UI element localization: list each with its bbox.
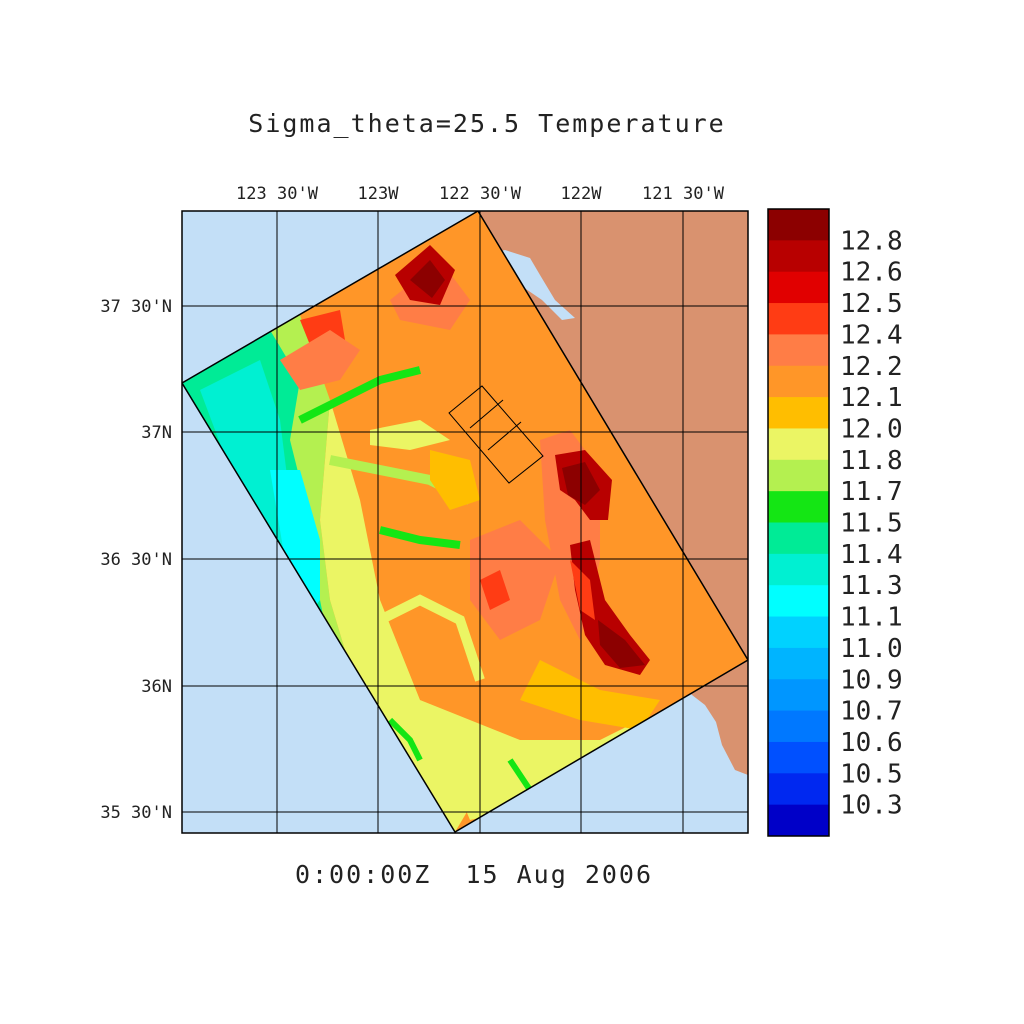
colorbar-swatch	[768, 303, 829, 335]
lon-label: 121 30'W	[642, 184, 725, 204]
map-frame	[181, 210, 749, 834]
colorbar-swatch	[768, 271, 829, 304]
colorbar-tick-label: 11.0	[840, 634, 903, 664]
lon-label: 122 30'W	[439, 184, 522, 204]
lat-label: 37 30'N	[100, 297, 172, 317]
colorbar-swatch	[768, 459, 829, 492]
colorbar-tick-label: 10.7	[840, 697, 903, 727]
lon-label: 122W	[561, 184, 603, 204]
colorbar-tick-label: 12.4	[840, 320, 903, 350]
colorbar-tick-label: 12.6	[840, 258, 903, 288]
colorbar-swatch	[768, 334, 829, 367]
colorbar-tick-label: 12.2	[840, 352, 903, 382]
lat-label: 36N	[141, 677, 172, 697]
colorbar-tick-label: 11.4	[840, 540, 903, 570]
lat-label: 36 30'N	[100, 550, 172, 570]
colorbar-swatch	[768, 585, 829, 618]
colorbar-tick-label: 10.9	[840, 665, 903, 695]
colorbar-tick-label: 10.5	[840, 759, 903, 789]
colorbar-tick-label: 11.8	[840, 446, 903, 476]
colorbar-swatch	[768, 209, 829, 241]
lon-label: 123 30'W	[236, 184, 319, 204]
colorbar-swatch	[768, 397, 829, 429]
colorbar-tick-label: 11.3	[840, 571, 903, 601]
colorbar-tick-label: 11.5	[840, 509, 903, 539]
timestamp: 0:00:00Z 15 Aug 2006	[295, 860, 653, 889]
colorbar-swatch	[768, 553, 829, 586]
colorbar: 12.812.612.512.412.212.112.011.811.711.5…	[767, 208, 903, 837]
lon-label: 123W	[358, 184, 400, 204]
lat-label: 35 30'N	[100, 803, 172, 823]
colorbar-swatch	[768, 710, 829, 743]
map-title: Sigma_theta=25.5 Temperature	[248, 109, 725, 138]
lat-label: 37N	[141, 423, 172, 443]
colorbar-frame	[767, 208, 830, 837]
colorbar-swatch	[768, 491, 829, 523]
colorbar-swatch	[768, 522, 829, 555]
colorbar-swatch	[768, 804, 829, 837]
colorbar-tick-label: 10.3	[840, 791, 903, 821]
nested-grid-boxes	[448, 385, 544, 484]
colorbar-tick-label: 12.8	[840, 226, 903, 256]
colorbar-swatch	[768, 741, 829, 774]
colorbar-swatch	[768, 647, 829, 680]
colorbar-tick-label: 10.6	[840, 728, 903, 758]
colorbar-swatch	[768, 240, 829, 273]
longitude-labels: 123 30'W 123W 122 30'W 122W 121 30'W	[236, 184, 725, 204]
colorbar-swatch	[768, 616, 829, 649]
colorbar-tick-label: 12.1	[840, 383, 903, 413]
colorbar-swatch	[768, 365, 829, 398]
colorbar-swatch	[768, 679, 829, 712]
colorbar-tick-label: 12.0	[840, 414, 903, 444]
colorbar-tick-label: 12.5	[840, 289, 903, 319]
model-domain-boundary	[182, 211, 748, 833]
colorbar-tick-label: 11.1	[840, 603, 903, 633]
colorbar-tick-label: 11.7	[840, 477, 903, 507]
latitude-labels: 37 30'N 37N 36 30'N 36N 35 30'N	[100, 297, 172, 823]
colorbar-swatch	[768, 428, 829, 461]
colorbar-swatch	[768, 773, 829, 806]
graticule	[182, 211, 748, 833]
map-panel	[182, 211, 748, 833]
